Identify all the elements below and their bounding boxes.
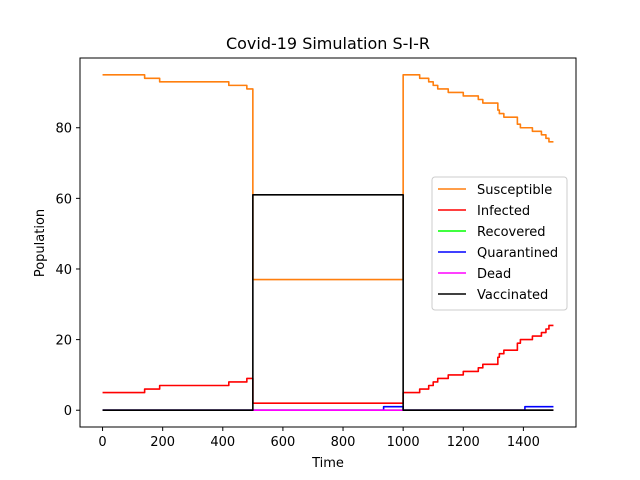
- x-tick-label: 1400: [507, 435, 540, 450]
- x-tick-label: 1200: [447, 435, 480, 450]
- x-axis-label: Time: [311, 456, 344, 471]
- x-tick-label: 400: [210, 435, 235, 450]
- legend-label-vaccinated: Vaccinated: [477, 288, 548, 303]
- y-tick-label: 80: [55, 122, 72, 137]
- x-tick-label: 200: [150, 435, 175, 450]
- x-tick-label: 800: [331, 435, 356, 450]
- legend-label-susceptible: Susceptible: [477, 183, 552, 198]
- chart-title: Covid-19 Simulation S-I-R: [226, 34, 430, 53]
- x-tick-label: 1000: [387, 435, 420, 450]
- legend-label-dead: Dead: [477, 267, 511, 282]
- y-axis-label: Population: [33, 209, 48, 277]
- y-tick-label: 0: [64, 404, 72, 419]
- y-axis: 0 20 40 60 80: [55, 122, 80, 419]
- series-line-susceptible: [102, 73, 554, 281]
- x-tick-label: 0: [98, 435, 106, 450]
- axes-frame: [79, 57, 577, 428]
- series-line-infected: [102, 324, 554, 404]
- series-line-vaccinated: [102, 194, 554, 412]
- x-axis: 0 200 400 600 800 1000 1200 1400: [98, 427, 540, 450]
- legend-label-recovered: Recovered: [477, 225, 546, 240]
- plot-area: [102, 73, 554, 412]
- legend-label-infected: Infected: [477, 204, 530, 219]
- y-tick-label: 40: [55, 263, 72, 278]
- y-tick-label: 60: [55, 192, 72, 207]
- y-tick-label: 20: [55, 334, 72, 349]
- x-tick-label: 600: [270, 435, 295, 450]
- legend-label-quarantined: Quarantined: [477, 246, 558, 261]
- legend: Susceptible Infected Recovered Quarantined D…: [431, 176, 568, 311]
